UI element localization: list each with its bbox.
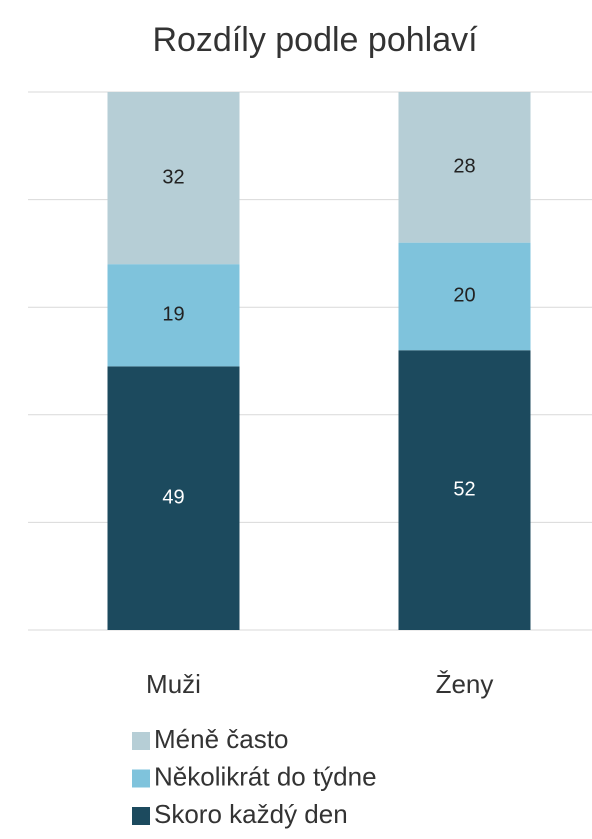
- bar-segment: [398, 242, 531, 351]
- legend-label: Několikrát do týdne: [154, 761, 377, 791]
- chart-title: Rozdíly podle pohlaví: [152, 21, 478, 59]
- legend-label: Méně často: [154, 724, 288, 754]
- value-label: 32: [162, 166, 184, 188]
- bar-segment: [398, 92, 531, 243]
- value-label: 52: [453, 478, 475, 500]
- value-label: 49: [162, 486, 184, 508]
- x-tick-label: Muži: [146, 669, 201, 699]
- bar-segment: [107, 366, 240, 630]
- bar-segment: [398, 350, 531, 630]
- bar-segment: [107, 92, 240, 265]
- legend-swatch: [132, 769, 150, 788]
- value-label: 19: [162, 304, 184, 326]
- bar-segment: [107, 264, 240, 367]
- value-label: 20: [453, 285, 475, 307]
- x-tick-label: Ženy: [436, 669, 494, 699]
- legend-label: Skoro každý den: [154, 799, 348, 829]
- legend-swatch: [132, 807, 150, 825]
- legend-swatch: [132, 732, 150, 750]
- value-label: 28: [453, 156, 475, 178]
